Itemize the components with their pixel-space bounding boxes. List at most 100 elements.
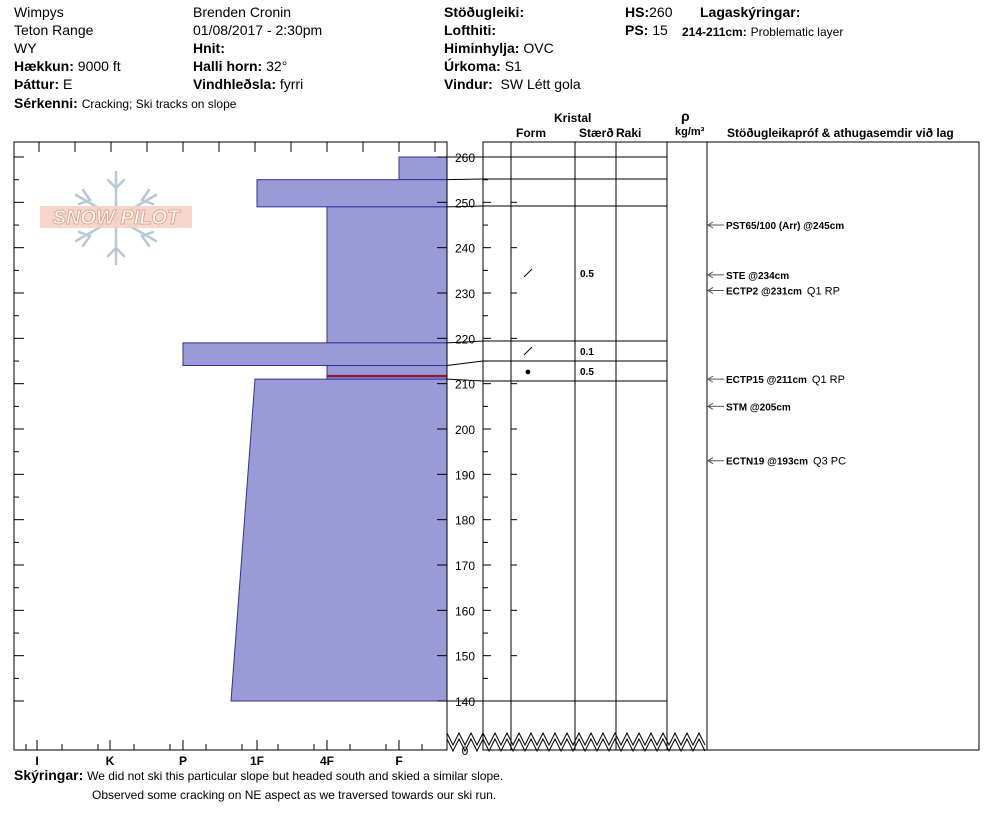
ps-label: PS: [625, 22, 649, 38]
notes-label: Skýringar: [14, 767, 84, 783]
test-code-4: STM @205cm [726, 402, 791, 413]
boundary-connector [446, 360, 484, 367]
layer-5 [230, 378, 448, 702]
precip-field: Úrkoma: S1 [444, 58, 522, 74]
test-entry-0: PST65/100 (Arr) @245cm [726, 221, 844, 232]
test-code-5: ECTN19 @193cm [726, 457, 808, 468]
wind-loading-value: fyrri [279, 76, 304, 92]
hardness-label-1F: 1F [250, 754, 264, 768]
notes-line2: Observed some cracking on NE aspect as w… [92, 788, 497, 802]
height-tick-label: 210 [455, 378, 475, 392]
observation-name: Wimpys [14, 4, 64, 20]
sky-field: Himinhylja: OVC [444, 40, 554, 56]
hardness-label-I: I [35, 754, 38, 768]
ps-field: PS: 15 [625, 22, 668, 38]
test-result-3: Q1 RP [812, 374, 845, 386]
height-tick-label: 230 [455, 287, 475, 301]
features-label: Sérkenni: [14, 95, 78, 111]
hardness-label-F: F [395, 754, 402, 768]
moisture-header: Raki [616, 126, 642, 140]
elevation-value: 9000 ft [77, 58, 121, 74]
wind-loading-field: Vindhleðsla: fyrri [193, 76, 303, 92]
axis-break-line [446, 737, 706, 753]
range-name: Teton Range [14, 22, 94, 38]
test-entry-1: STE @234cm [726, 271, 789, 282]
hs-value: 260 [649, 4, 673, 20]
grain-form-facet-1 [523, 346, 533, 356]
problem-range: 214-211cm: [682, 25, 747, 39]
grain-table-border [482, 141, 980, 751]
hs-field: HS:260 [625, 4, 672, 20]
layer-2 [326, 206, 448, 344]
height-tick-label: 160 [455, 604, 475, 618]
elevation-field: Hækkun: 9000 ft [14, 58, 121, 74]
test-entry-2: ECTP2 @231cm Q1 RP [726, 285, 840, 297]
sky-value: OVC [523, 40, 554, 56]
hardness-plot-border [13, 141, 448, 751]
layer-3 [182, 342, 448, 367]
ps-value: 15 [652, 22, 668, 38]
notes: Skýringar: We did not ski this particula… [14, 767, 503, 784]
boundary-connector [446, 178, 484, 181]
height-tick-label: 190 [455, 468, 475, 482]
observation-datetime: 01/08/2017 - 2:30pm [193, 22, 323, 38]
axis-break-line [446, 731, 706, 747]
test-entry-5: ECTN19 @193cm Q3 PC [726, 456, 846, 468]
height-tick-label: 200 [455, 423, 475, 437]
wind-value: SW Létt gola [500, 76, 581, 92]
grain-size-1: 0.1 [580, 347, 594, 358]
height-tick-label: 0 [462, 744, 469, 758]
observer-name: Brenden Cronin [193, 4, 292, 20]
test-arrow-head-1 [707, 271, 714, 279]
test-arrow-head-0 [707, 221, 714, 229]
height-tick-label: 250 [455, 196, 475, 210]
hardness-label-K: K [106, 754, 115, 768]
slope-value: 32° [266, 58, 288, 74]
stability-label: Stöðugleiki: [444, 4, 525, 20]
wind-loading-label: Vindhleðsla: [193, 76, 276, 92]
hardness-label-P: P [179, 754, 187, 768]
grain-size-0: 0.5 [580, 269, 594, 280]
logo-text: SNOW PILOT [53, 207, 181, 229]
sky-label: Himinhylja: [444, 40, 520, 56]
tests-header: Stöðugleikapróf & athugasemdir við lag [727, 126, 954, 140]
grain-form-round-2: ● [525, 366, 532, 378]
test-arrow-head-4 [707, 402, 714, 410]
test-code-1: STE @234cm [726, 271, 789, 282]
test-arrow-head-2 [707, 287, 714, 294]
aspect-label: Þáttur: [14, 76, 60, 92]
density-header: kg/m³ [675, 126, 705, 138]
grain-table: 0.5 0.1 ● 0.5 [446, 156, 667, 702]
height-tick-label: 220 [455, 332, 475, 346]
problem-layer-legend: 214-211cm: Problematic layer [682, 23, 843, 40]
height-tick-label: 180 [455, 514, 475, 528]
form-header: Form [516, 126, 546, 140]
boundary-connector [446, 205, 484, 208]
stability-tests: PST65/100 (Arr) @245cm STE @234cm ECTP2 @2… [707, 221, 846, 468]
height-tick-label: 240 [455, 242, 475, 256]
problem-text: Problematic layer [750, 25, 844, 39]
precip-value: S1 [504, 58, 522, 74]
test-entry-4: STM @205cm [726, 402, 791, 413]
test-arrow-head-5 [707, 457, 714, 465]
crystal-header: Kristal [554, 111, 592, 125]
aspect-value: E [63, 76, 73, 92]
rho-header: ρ [681, 108, 690, 124]
features-field: Sérkenni: Cracking; Ski tracks on slope [14, 95, 236, 112]
hardness-layers [182, 156, 448, 702]
height-axis: 260 250 240 230 220 210 200 190 180 170 160 150 140 0 [14, 151, 517, 758]
snowpilot-logo: SNOW PILOT [40, 170, 192, 266]
test-code-0: PST65/100 (Arr) @245cm [726, 221, 844, 232]
hardness-axis: I K P 1F 4F F [25, 740, 423, 768]
test-result-2: Q1 RP [807, 285, 840, 297]
slope-field: Halli horn: 32° [193, 58, 287, 74]
elevation-label: Hækkun: [14, 58, 74, 74]
boundary-connector [446, 378, 484, 382]
air-temp-label: Lofthiti: [444, 22, 497, 38]
precip-label: Úrkoma: [444, 58, 501, 74]
boundary-connector [446, 340, 484, 344]
notes-line1: We did not ski this particular slope but… [87, 769, 504, 783]
chart-frame [13, 141, 980, 753]
layer-1 [256, 179, 448, 208]
